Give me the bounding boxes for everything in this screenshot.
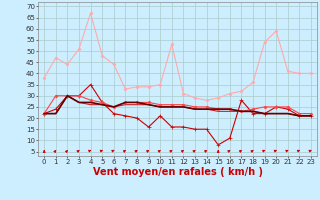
X-axis label: Vent moyen/en rafales ( km/h ): Vent moyen/en rafales ( km/h ) [92, 167, 263, 177]
